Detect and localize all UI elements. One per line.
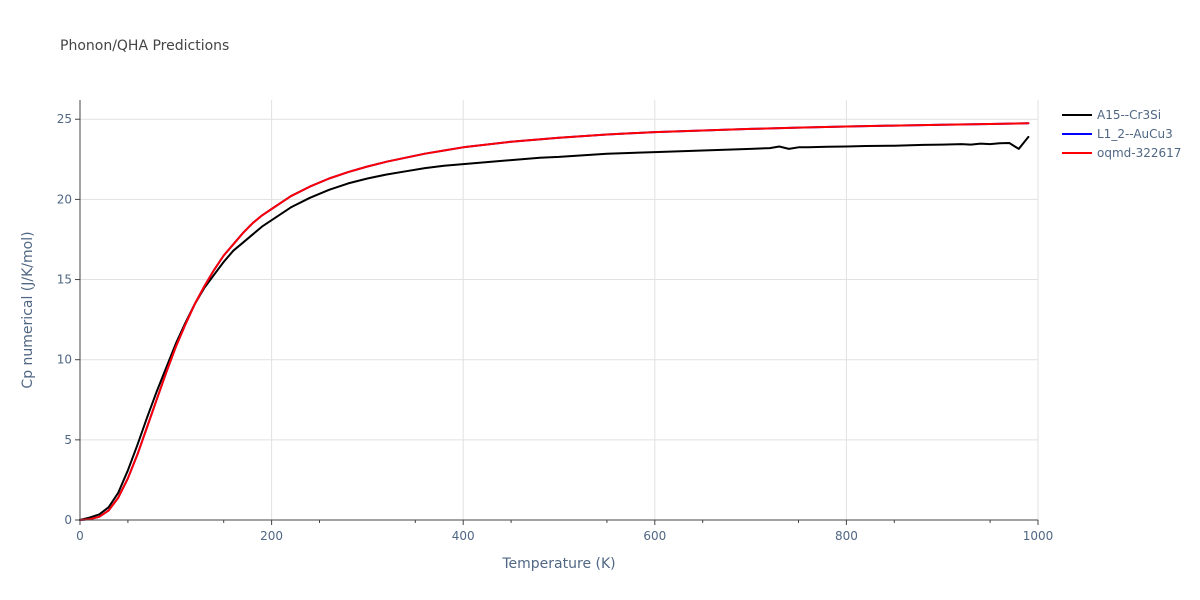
legend-label: oqmd-322617: [1097, 146, 1181, 160]
x-tick-labels: 0 200 400 600 800 1000: [76, 520, 1053, 543]
x-axis-title: Temperature (K): [501, 556, 615, 572]
y-tick-labels: 0 5 10 15 20 25: [57, 112, 80, 527]
legend-label: L1_2--AuCu3: [1097, 127, 1173, 141]
series-line-oqmd-322617: [79, 122, 1030, 521]
y-tick-label: 0: [64, 513, 72, 527]
legend-item[interactable]: oqmd-322617: [1062, 146, 1181, 160]
y-tick-label: 25: [57, 112, 72, 126]
x-gridlines: [271, 100, 1039, 520]
x-tick-label: 1000: [1023, 529, 1054, 543]
series-line-a15-cr3si: [79, 135, 1030, 521]
legend-item[interactable]: L1_2--AuCu3: [1062, 127, 1173, 141]
y-axis-title: Cp numerical (J/K/mol): [20, 231, 36, 388]
y-gridlines: [80, 118, 1038, 441]
y-tick-label: 20: [57, 192, 72, 206]
y-tick-label: 15: [57, 273, 72, 287]
series-layer: [79, 122, 1030, 521]
chart-title: Phonon/QHA Predictions: [60, 38, 229, 54]
y-tick-label: 10: [57, 353, 72, 367]
x-tick-label: 600: [643, 529, 666, 543]
x-tick-label: 200: [260, 529, 283, 543]
x-tick-label: 800: [835, 529, 858, 543]
x-tick-label: 400: [452, 529, 475, 543]
legend-label: A15--Cr3Si: [1097, 108, 1161, 122]
legend-item[interactable]: A15--Cr3Si: [1062, 108, 1161, 122]
x-tick-label: 0: [76, 529, 84, 543]
legend[interactable]: A15--Cr3Si L1_2--AuCu3 oqmd-322617: [1062, 108, 1181, 160]
series-line-l1-2-aucu3: [79, 122, 1030, 521]
y-tick-label: 5: [64, 433, 72, 447]
